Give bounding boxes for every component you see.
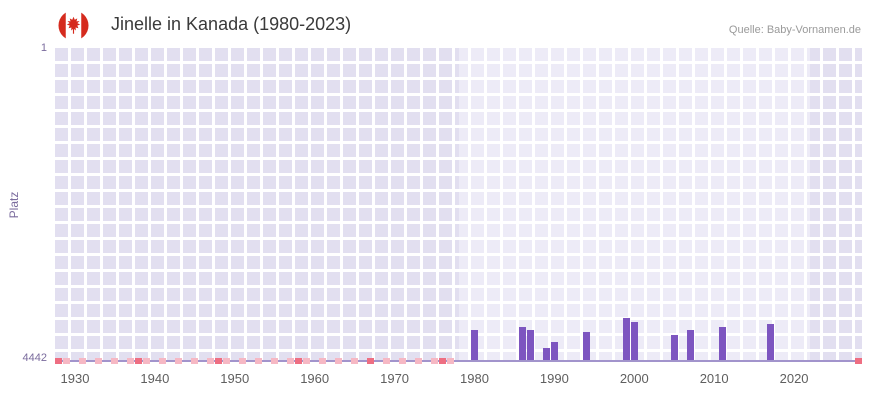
x-axis-label-2000: 2000: [619, 371, 649, 386]
unranked-year-mark: [287, 358, 295, 364]
rank-bar-1999: [622, 318, 630, 360]
unranked-year-mark: [447, 358, 454, 364]
rank-bar-1990: [550, 342, 558, 360]
x-axis-label-1930: 1930: [60, 371, 90, 386]
unranked-year-mark: [271, 358, 279, 364]
y-axis-label-bottom: 4442: [22, 352, 47, 364]
unranked-year-mark: [63, 358, 71, 364]
x-axis-label-1940: 1940: [140, 371, 170, 386]
rank-bar-1994: [582, 331, 590, 360]
unranked-year-mark-strong: [215, 358, 223, 364]
page-title: Jinelle in Kanada (1980-2023): [111, 14, 352, 34]
rank-bar-1987: [526, 330, 534, 360]
x-axis-label-2010: 2010: [699, 371, 729, 386]
unranked-year-mark: [223, 358, 231, 364]
rank-bar-2017: [766, 324, 774, 360]
unranked-year-mark: [255, 358, 263, 364]
unranked-year-mark: [175, 358, 183, 364]
unranked-year-mark: [111, 358, 119, 364]
unranked-year-mark: [399, 358, 407, 364]
unranked-year-mark: [303, 358, 311, 364]
y-axis-title: Platz: [7, 191, 21, 219]
y-axis-label-top: 1: [40, 42, 47, 54]
unranked-year-mark-strong: [55, 358, 63, 364]
rank-bar-1986: [518, 327, 526, 360]
unranked-year-mark: [95, 358, 103, 364]
x-axis-label-1990: 1990: [539, 371, 569, 386]
x-axis-label-1970: 1970: [380, 371, 410, 386]
unranked-year-mark-strong: [439, 358, 447, 364]
x-axis-label-2020: 2020: [779, 371, 809, 386]
unranked-year-mark: [383, 358, 391, 364]
x-axis-baseline: [55, 360, 862, 362]
unranked-year-mark-strong: [367, 358, 375, 364]
x-axis-label-1980: 1980: [460, 371, 489, 386]
unranked-year-mark: [159, 358, 167, 364]
unranked-year-mark: [191, 358, 199, 364]
source-credit: Quelle: Baby-Vornamen.de: [728, 24, 861, 36]
unranked-year-mark: [239, 358, 247, 364]
rank-bar-2011: [718, 327, 726, 360]
x-axis-label-1960: 1960: [300, 371, 330, 386]
x-axis-label-1950: 1950: [220, 371, 250, 386]
grid-overlay: [55, 48, 862, 362]
rank-bar-2000: [630, 322, 638, 360]
rank-bar-2005: [670, 335, 678, 360]
rank-bar-2007: [686, 330, 694, 360]
unranked-year-mark: [79, 358, 87, 364]
canada-flag-icon: [58, 10, 89, 41]
unranked-year-mark-strong: [295, 358, 303, 364]
plot-area: [55, 48, 862, 364]
unranked-year-mark-strong: [854, 358, 862, 364]
rank-bar-1989: [542, 347, 550, 360]
unranked-year-mark: [319, 358, 327, 364]
unranked-year-mark: [127, 358, 135, 364]
unranked-year-mark: [351, 358, 359, 364]
rank-bar-1980: [470, 330, 478, 360]
unranked-year-mark: [335, 358, 343, 364]
unranked-year-mark: [431, 358, 439, 364]
unranked-year-mark-strong: [135, 358, 143, 364]
unranked-year-mark: [415, 358, 423, 364]
unranked-year-mark: [207, 358, 215, 364]
unranked-year-mark: [143, 358, 151, 364]
